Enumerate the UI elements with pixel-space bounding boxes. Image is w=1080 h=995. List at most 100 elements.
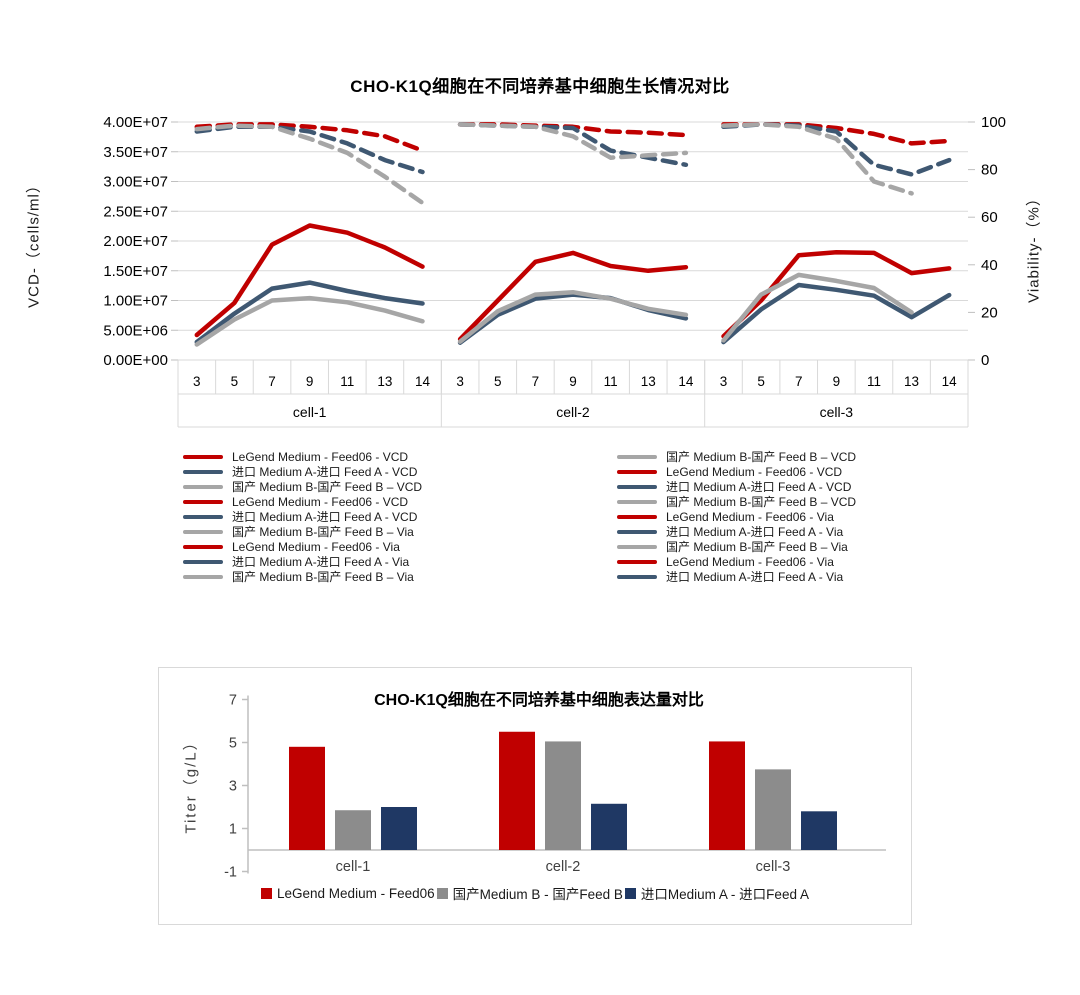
series-line: [721, 122, 952, 146]
legend-item: LeGend Medium - Feed06 - VCD: [183, 494, 422, 509]
growth-chart-plot: 0.00E+00 5.00E+06 1.00E+07 1.50E+07 2.00E+07…: [103, 114, 1006, 428]
legend-line-marker: [617, 544, 657, 549]
legend-item: LeGend Medium - Feed06 - Via: [183, 539, 422, 554]
series-line: [721, 250, 952, 339]
y-tick-label: 1: [229, 822, 237, 838]
legend-item: 进口 Medium A-进口 Feed A - Via: [183, 554, 422, 569]
legend-line-marker: [617, 454, 657, 459]
legend-label: 进口Medium A - 进口Feed A: [640, 887, 809, 902]
day-tick-label: 14: [415, 374, 431, 389]
day-tick-label: 9: [306, 374, 314, 389]
legend-label: LeGend Medium - Feed06 - Via: [666, 509, 834, 524]
left-tick-label: 3.00E+07: [103, 174, 168, 191]
legend-label: 国产 Medium B-国产 Feed B – VCD: [666, 495, 857, 509]
legend-label: 进口 Medium A-进口 Feed A - VCD: [232, 510, 418, 524]
series-line: [194, 122, 425, 153]
y-tick-label: 5: [229, 736, 237, 752]
right-tick-label: 80: [981, 162, 998, 179]
legend-line-marker: [617, 499, 657, 504]
day-tick-label: 5: [494, 374, 502, 389]
titer-chart-frame: CHO-K1Q细胞在不同培养基中细胞表达量对比 -1 1 3 5 7 cell-1 cell…: [158, 667, 912, 925]
day-tick-label: 13: [904, 374, 919, 389]
day-tick-label: 14: [942, 374, 958, 389]
bar: [381, 807, 417, 850]
legend-item: 国产 Medium B-国产 Feed B – VCD: [617, 494, 856, 509]
bar: [335, 810, 371, 850]
legend-line-marker: [617, 529, 657, 534]
legend-line-marker: [183, 529, 223, 534]
legend-label: LeGend Medium - Feed06: [277, 885, 435, 901]
day-tick-label: 7: [268, 374, 276, 389]
legend-line-marker: [183, 559, 223, 564]
legend-item: LeGend Medium - Feed06 - Via: [617, 509, 856, 524]
legend-label: 国产 Medium B-国产 Feed B – Via: [232, 525, 414, 539]
legend-label: 国产 Medium B-国产 Feed B – VCD: [666, 450, 857, 464]
legend-label: 进口 Medium A-进口 Feed A - Via: [666, 570, 844, 584]
legend-line-marker: [183, 484, 223, 489]
day-tick-label: 5: [231, 374, 239, 389]
legend-item: 国产 Medium B-国产 Feed B – Via: [183, 524, 422, 539]
legend-label: 国产 Medium B-国产 Feed B – Via: [666, 540, 848, 554]
legend-line-marker: [183, 469, 223, 474]
category-label: cell-1: [336, 859, 371, 875]
legend-line-marker: [617, 559, 657, 564]
category-label: cell-2: [546, 859, 581, 875]
growth-legend-left-column: LeGend Medium - Feed06 - VCD 进口 Medium A-…: [183, 449, 422, 584]
series-line: [721, 272, 914, 343]
bar: [801, 811, 837, 850]
legend-item: LeGend Medium - Feed06 - Via: [617, 554, 856, 569]
titer-axis-label: Titer（g/L）: [182, 733, 200, 834]
left-tick-label: 1.50E+07: [103, 263, 168, 280]
legend-label: LeGend Medium - Feed06 - VCD: [232, 494, 409, 509]
legend-item: 进口 Medium A-进口 Feed A - Via: [617, 524, 856, 539]
legend-label: 国产Medium B - 国产Feed B: [452, 887, 623, 902]
day-tick-label: 9: [833, 374, 841, 389]
left-tick-label: 5.00E+06: [103, 322, 168, 339]
legend-line-marker: [183, 499, 223, 504]
bar: [499, 731, 535, 850]
legend-line-marker: [617, 469, 657, 474]
category-label: cell-3: [756, 859, 791, 875]
series-line: [457, 289, 689, 344]
day-tick-label: 9: [569, 374, 577, 389]
left-tick-label: 2.50E+07: [103, 203, 168, 220]
legend-label: LeGend Medium - Feed06 - Via: [232, 539, 400, 554]
legend-label: LeGend Medium - Feed06 - VCD: [232, 449, 409, 464]
legend-line-marker: [183, 544, 223, 549]
day-tick-label: 13: [641, 374, 656, 389]
legend-item: LeGend Medium - Feed06: [261, 886, 435, 901]
y-tick-label: 7: [229, 693, 237, 709]
day-tick-label: 3: [193, 374, 201, 389]
legend-label: LeGend Medium - Feed06 - Via: [666, 554, 834, 569]
day-tick-label: 3: [456, 374, 464, 389]
series-line: [194, 223, 425, 338]
day-tick-label: 11: [340, 374, 354, 389]
legend-line-marker: [183, 454, 223, 459]
legend-item: 国产 Medium B-国产 Feed B – VCD: [617, 449, 856, 464]
left-tick-label: 4.00E+07: [103, 114, 168, 131]
series-line: [721, 122, 914, 196]
day-tick-label: 11: [604, 374, 618, 389]
legend-item: 进口 Medium A-进口 Feed A - VCD: [617, 479, 856, 494]
day-tick-label: 7: [532, 374, 540, 389]
series-line: [194, 123, 425, 206]
bar: [591, 803, 627, 850]
legend-item: LeGend Medium - Feed06 - VCD: [617, 464, 856, 479]
legend-label: 国产 Medium B-国产 Feed B – Via: [232, 570, 414, 584]
legend-label: 进口 Medium A-进口 Feed A - VCD: [232, 465, 418, 479]
left-tick-label: 2.00E+07: [103, 233, 168, 250]
group-label: cell-3: [820, 404, 854, 420]
viability-axis-label: Viability-（%）: [1025, 190, 1043, 303]
legend-item: 进口Medium A - 进口Feed A: [624, 883, 809, 903]
legend-line-marker: [617, 514, 657, 519]
series-line: [194, 124, 425, 175]
legend-item: 进口 Medium A-进口 Feed A - Via: [617, 569, 856, 584]
legend-label: LeGend Medium - Feed06 - VCD: [666, 464, 843, 479]
titer-legend: LeGend Medium - Feed06 国产Medium B - 国产Fee…: [159, 883, 911, 903]
group-label: cell-2: [556, 404, 590, 420]
y-tick-label: -1: [224, 865, 237, 881]
titer-chart-title: CHO-K1Q细胞在不同培养基中细胞表达量对比: [374, 692, 704, 709]
y-tick-label: 3: [229, 779, 237, 795]
legend-item: 国产Medium B - 国产Feed B: [436, 883, 623, 903]
